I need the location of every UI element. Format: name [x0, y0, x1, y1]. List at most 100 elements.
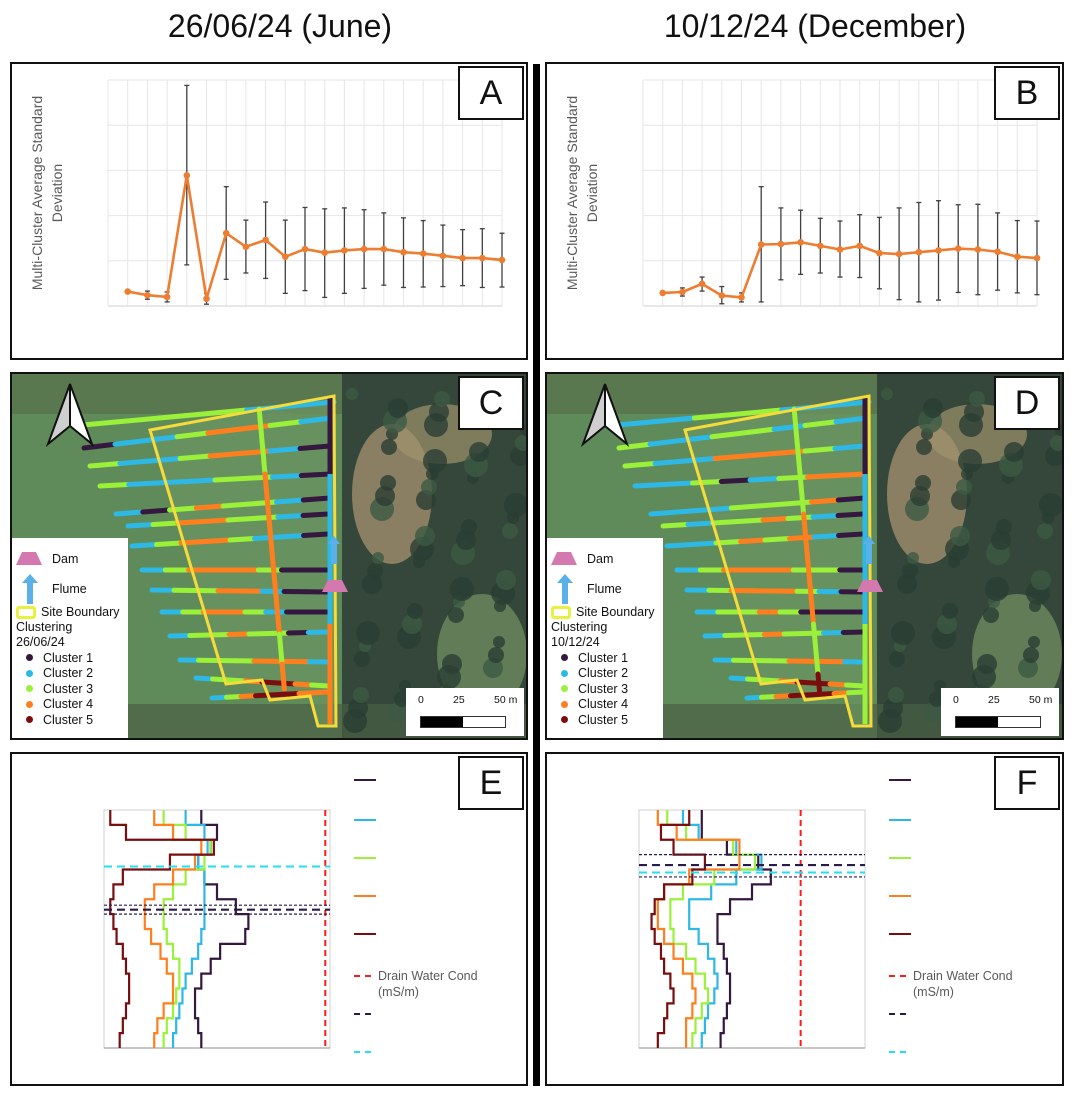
data-point	[856, 242, 863, 250]
north-arrow-icon-shadow	[45, 383, 71, 448]
scale-label-50: 50 m	[494, 694, 518, 706]
tree-crown	[910, 486, 930, 506]
tree-crown	[902, 563, 918, 579]
transect-segment-north-south	[801, 511, 812, 577]
scale-label-0: 0	[953, 694, 959, 706]
transect-segment	[742, 451, 778, 459]
tree-crown	[889, 651, 905, 667]
tree-crown	[362, 574, 382, 594]
dam-icon	[322, 580, 348, 592]
tree-crown	[375, 486, 395, 506]
transect-segment	[691, 407, 785, 421]
map-c-svg	[12, 374, 526, 738]
tree-crown	[381, 439, 397, 455]
data-point	[183, 172, 191, 179]
site-boundary	[148, 394, 338, 728]
transect-segment	[833, 471, 868, 478]
legend-label-drain-water: Drain Water Cond (mS/m)	[378, 969, 478, 999]
column-divider	[533, 64, 540, 1086]
transect-segment	[300, 495, 333, 503]
transect-segment	[300, 511, 331, 518]
map-d-svg	[547, 374, 1062, 738]
data-point	[262, 236, 269, 244]
site-boundary	[683, 394, 873, 728]
transect-segment	[212, 476, 247, 483]
legend-cluster-2: Cluster 2	[16, 666, 124, 682]
transect-segment	[787, 534, 817, 541]
data-point	[301, 245, 309, 253]
tree-crown	[353, 687, 369, 703]
panel-e: Drain Water Cond (mS/m) E	[10, 752, 528, 1086]
legend-clustering-title: Clustering	[551, 620, 608, 634]
y-axis-label: Multi-Cluster Average Standard Deviation	[29, 96, 65, 290]
cluster-2-dot-icon	[561, 669, 568, 677]
legend-label-line2: (mS/m)	[378, 985, 419, 999]
transect-segment	[305, 629, 331, 635]
transect-segment	[771, 423, 808, 432]
data-point	[163, 293, 171, 301]
tree-crown	[415, 526, 435, 546]
cluster-2-dot-icon	[26, 669, 33, 677]
transect-segment	[835, 495, 868, 503]
legend-label-line1: Drain Water Cond	[378, 969, 478, 983]
transect-segment	[267, 419, 304, 428]
data-point	[400, 248, 407, 256]
tree-crown	[1039, 493, 1062, 517]
transect-segment	[156, 407, 250, 421]
data-point	[380, 245, 388, 253]
series-cluster-4	[143, 810, 203, 1048]
tree-crown	[354, 651, 370, 667]
field-patch	[437, 594, 526, 714]
transect-segment	[755, 501, 788, 509]
transect-segment	[632, 482, 667, 489]
cluster-3-dot-icon	[561, 685, 568, 693]
transect-segment	[193, 675, 215, 682]
transect-segment	[740, 426, 777, 436]
transect-segment	[275, 513, 306, 520]
transect-segment	[276, 533, 306, 540]
transect-segment	[129, 542, 159, 549]
column-title-december: 10/12/24 (December)	[663, 8, 967, 44]
transect-segment	[167, 633, 193, 639]
panel-letter-d: D	[994, 376, 1060, 430]
transect-segment	[678, 434, 715, 443]
scale-bar-graphic	[420, 716, 506, 728]
tree-crown	[969, 391, 985, 407]
legend-site-boundary-label: Site Boundary	[41, 605, 120, 619]
data-point	[144, 291, 151, 299]
tree-crown	[916, 439, 932, 455]
tree-crown	[1004, 442, 1024, 462]
y-axis-label-line2: Deviation	[49, 164, 65, 222]
transect-segment	[175, 519, 206, 526]
dam-icon	[16, 552, 42, 565]
flume-arrow-icon	[328, 536, 340, 564]
transect-segment	[840, 629, 866, 635]
cluster-4-dot-icon	[26, 700, 33, 708]
series-cluster-3	[162, 810, 212, 1048]
scale-label-50: 50 m	[1029, 694, 1053, 706]
panel-letter-b: B	[994, 66, 1060, 120]
tree-crown	[372, 552, 384, 564]
data-point	[439, 252, 447, 260]
tree-crown	[502, 523, 518, 539]
transect-segment-north-south	[815, 671, 823, 697]
chart-a-svg: Multi-Cluster Average Standard Deviation	[29, 79, 506, 307]
transect-segment	[276, 680, 298, 687]
tree-crown	[515, 435, 526, 451]
data-point	[282, 253, 289, 261]
transect-segment	[126, 480, 160, 487]
transect-segment	[722, 632, 747, 638]
legend-label-drain-water: Drain Water Cond (mS/m)	[913, 969, 1013, 999]
site-boundary-icon	[551, 605, 571, 619]
transect-segment	[781, 631, 807, 637]
map-d-scalebar: 0 25 50 m	[941, 688, 1059, 736]
tree-crown	[504, 493, 526, 517]
panel-letter-a: A	[458, 66, 524, 120]
transect-segment	[113, 509, 146, 517]
tree-crown	[991, 530, 1011, 550]
transect-segment	[270, 473, 304, 480]
data-point	[974, 246, 982, 253]
flume-arrow-icon	[863, 536, 875, 564]
transect-segment	[735, 517, 766, 524]
series-cluster-4	[656, 810, 741, 1048]
